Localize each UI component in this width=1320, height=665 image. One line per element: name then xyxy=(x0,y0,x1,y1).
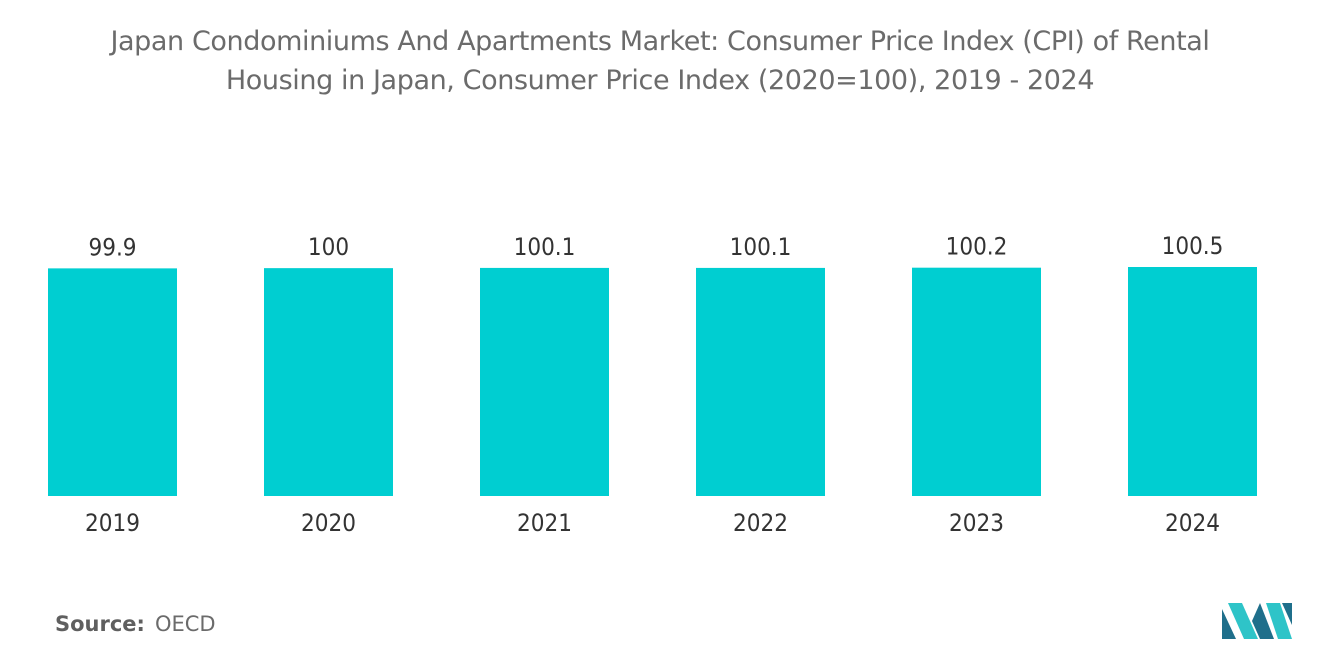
data-label-2020: 100 xyxy=(308,233,349,261)
x-tick-label-2023: 2023 xyxy=(949,509,1004,537)
chart-title-line-1: Japan Condominiums And Apartments Market… xyxy=(110,26,1210,57)
source-note: Source: OECD xyxy=(55,612,216,636)
data-label-2022: 100.1 xyxy=(730,233,792,261)
bar-chart: 99.9 2019 100 2020 100.1 2021 100.1 2022 100.2 20… xyxy=(48,232,1257,537)
chart-title: Japan Condominiums And Apartments Market… xyxy=(30,22,1290,100)
chart-title-line-2: Housing in Japan, Consumer Price Index (… xyxy=(225,65,1095,96)
bar-2024 xyxy=(1128,267,1257,496)
bar-2022 xyxy=(696,267,825,496)
source-label: Source: xyxy=(55,612,145,636)
x-tick-label-2019: 2019 xyxy=(85,509,140,537)
x-tick-label-2021: 2021 xyxy=(517,509,572,537)
data-label-2019: 99.9 xyxy=(88,233,136,261)
data-label-2023: 100.2 xyxy=(946,233,1008,261)
x-tick-label-2024: 2024 xyxy=(1165,509,1220,537)
bar-2020 xyxy=(264,268,393,496)
data-label-2021: 100.1 xyxy=(514,233,576,261)
data-label-2024: 100.5 xyxy=(1162,232,1224,260)
bar-2023 xyxy=(912,267,1041,496)
bar-2019 xyxy=(48,268,177,496)
x-tick-label-2022: 2022 xyxy=(733,509,788,537)
x-tick-label-2020: 2020 xyxy=(301,509,356,537)
bar-2021 xyxy=(480,267,609,496)
mordor-logo-icon xyxy=(1222,603,1292,639)
source-value: OECD xyxy=(154,612,216,636)
